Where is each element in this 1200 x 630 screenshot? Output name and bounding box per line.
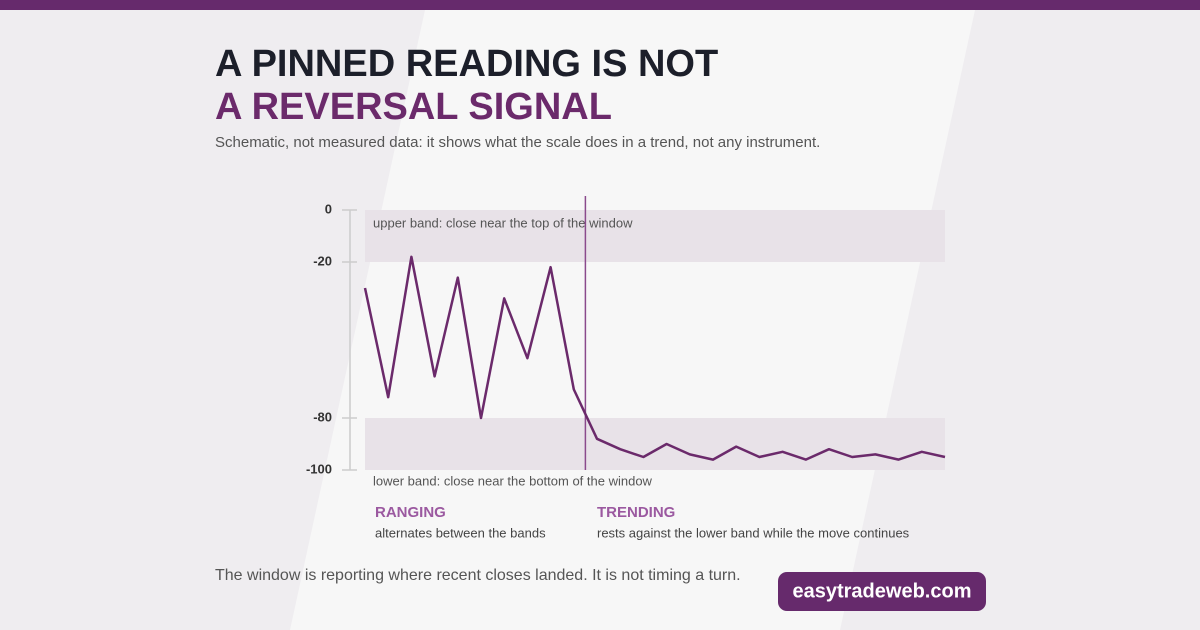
top-bar xyxy=(0,0,1200,10)
panel xyxy=(290,10,975,630)
band xyxy=(365,418,945,470)
y-tick-label: 0 xyxy=(325,201,332,216)
band-label: upper band: close near the top of the wi… xyxy=(373,215,633,230)
y-tick-label: -100 xyxy=(306,461,332,476)
region-name: RANGING xyxy=(375,504,446,521)
band xyxy=(365,210,945,262)
chart: upper band: close near the top of the wi… xyxy=(306,196,946,540)
footer-note: The window is reporting where recent clo… xyxy=(215,567,741,584)
y-tick-label: -80 xyxy=(313,409,332,424)
title-line: A PINNED READING IS NOT xyxy=(215,43,718,85)
region-name: TRENDING xyxy=(597,504,675,521)
brand-pill xyxy=(778,572,986,611)
region-note: rests against the lower band while the m… xyxy=(597,525,910,540)
region-note: alternates between the bands xyxy=(375,525,546,540)
subtitle: Schematic, not measured data: it shows w… xyxy=(215,134,820,151)
brand: easytradeweb.com xyxy=(793,580,972,602)
title-line: A REVERSAL SIGNAL xyxy=(215,86,612,128)
y-tick-label: -20 xyxy=(313,253,332,268)
line xyxy=(363,255,946,461)
band-label: lower band: close near the bottom of the… xyxy=(373,473,653,488)
